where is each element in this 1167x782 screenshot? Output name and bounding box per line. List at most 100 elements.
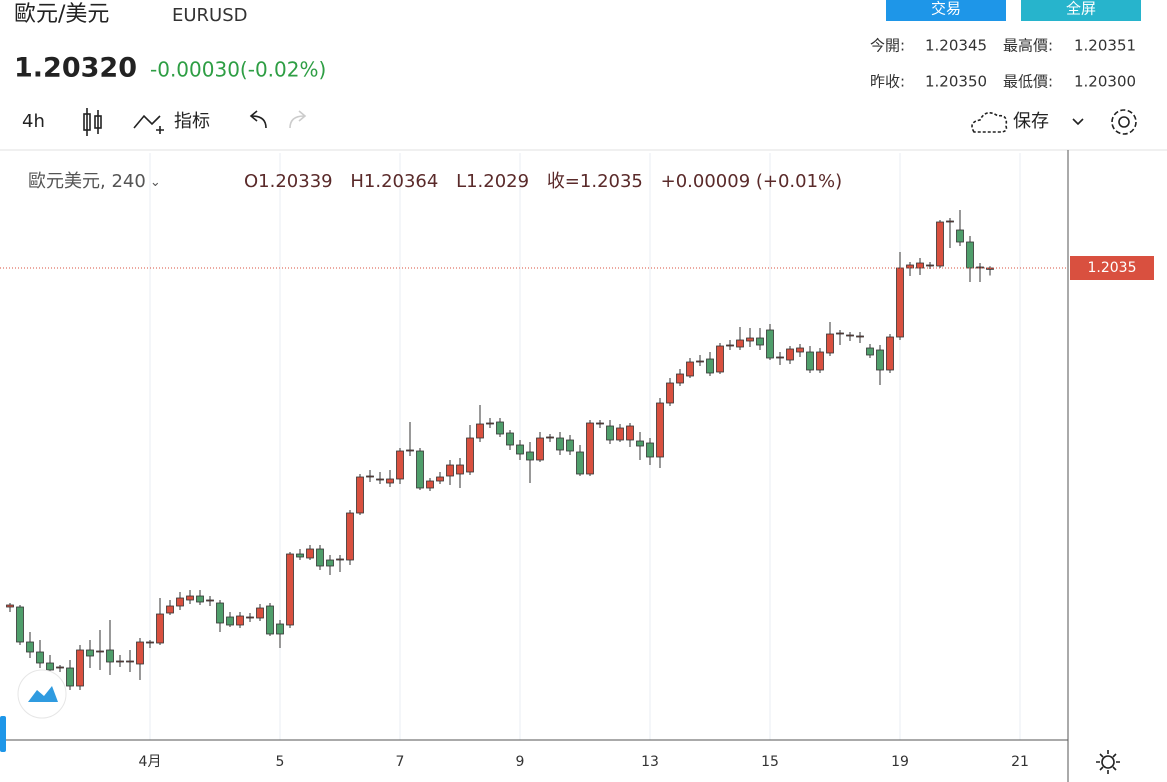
- candle-body: [426, 480, 434, 489]
- settings-icon[interactable]: [1111, 109, 1137, 135]
- candle-body: [106, 649, 114, 663]
- candle-body: [216, 602, 224, 624]
- price-change: -0.00030(-0.02%): [150, 58, 326, 82]
- x-tick-label: 21: [1011, 754, 1029, 770]
- candle-body: [536, 437, 544, 461]
- cloud-icon[interactable]: [971, 112, 1008, 133]
- legend-chevron[interactable]: ⌄: [150, 175, 161, 190]
- candle-body: [836, 332, 844, 335]
- candle-body: [46, 662, 54, 671]
- last-price: 1.20320: [14, 53, 137, 84]
- candle-body: [516, 444, 524, 455]
- candle-body: [586, 422, 594, 475]
- stat-label: 今開:: [870, 37, 905, 55]
- stat-value: 1.20350: [925, 73, 987, 91]
- candle-body: [806, 351, 814, 371]
- candle-body: [546, 436, 554, 439]
- x-tick-label: 19: [891, 754, 909, 770]
- candle-body: [66, 667, 74, 687]
- undo-icon[interactable]: [249, 110, 267, 129]
- legend-value: 1.2035: [580, 171, 643, 192]
- last-price-box: [1070, 256, 1154, 280]
- legend-label: L: [456, 171, 466, 192]
- indicators[interactable]: 指标: [174, 111, 210, 132]
- axis-settings-icon[interactable]: [1096, 750, 1120, 774]
- candle-body: [346, 512, 354, 561]
- legend-series: 歐元美元, 240: [28, 171, 146, 192]
- candle-body: [766, 329, 774, 359]
- stat-value: 1.20300: [1074, 73, 1136, 91]
- candle-body: [916, 262, 924, 269]
- trade-label[interactable]: 交易: [931, 0, 961, 18]
- side-tab[interactable]: [0, 716, 6, 752]
- stat-value: 1.20345: [925, 37, 987, 55]
- legend-value: 1.2029: [466, 171, 529, 192]
- save[interactable]: 保存: [1013, 111, 1049, 132]
- x-tick-label: 7: [396, 754, 405, 770]
- candle-body: [16, 606, 24, 643]
- candle-body: [266, 605, 274, 635]
- candle-body: [236, 615, 244, 626]
- candle-body: [116, 660, 124, 663]
- stat-value: 1.20351: [1074, 37, 1136, 55]
- candle-body: [646, 442, 654, 458]
- candle-body: [866, 347, 874, 356]
- x-tick-label: 15: [761, 754, 779, 770]
- x-tick-label: 5: [276, 754, 285, 770]
- fullscreen-label[interactable]: 全屏: [1066, 0, 1096, 18]
- candle-body: [456, 464, 464, 475]
- candle-body: [606, 425, 614, 441]
- candle-body: [226, 616, 234, 626]
- candle-body: [726, 344, 734, 347]
- indicator-icon[interactable]: [133, 114, 164, 134]
- fullscreen-button[interactable]: [1021, 0, 1141, 21]
- legend-value: 1.20364: [364, 171, 438, 192]
- x-tick-label: 13: [641, 754, 659, 770]
- last-price-label: 1.2035: [1088, 260, 1137, 276]
- redo-icon[interactable]: [289, 110, 307, 129]
- candle-body: [316, 548, 324, 567]
- candle-body: [856, 335, 864, 338]
- candle-body: [476, 423, 484, 439]
- chevron[interactable]: [1072, 118, 1084, 126]
- candle-body: [256, 607, 264, 619]
- trade-button[interactable]: [886, 0, 1006, 21]
- candle-body: [356, 476, 364, 514]
- candle-body: [36, 651, 44, 664]
- candle-body: [736, 339, 744, 348]
- candle-body: [336, 558, 344, 561]
- candle-body: [626, 425, 634, 441]
- candle-body: [686, 361, 694, 377]
- candle-body: [506, 432, 514, 446]
- logo[interactable]: [17, 669, 67, 719]
- candle-body: [306, 548, 314, 559]
- candle-body: [676, 373, 684, 384]
- interval[interactable]: 4h: [22, 111, 45, 132]
- candle-body: [176, 597, 184, 607]
- candle-body: [286, 553, 294, 626]
- legend-change: +0.00009 (+0.01%): [661, 171, 843, 192]
- candle-body: [446, 464, 454, 477]
- candle-body: [496, 421, 504, 435]
- candle-icon[interactable]: [83, 108, 102, 136]
- stat-label: 最低價:: [1003, 73, 1053, 91]
- candle-body: [936, 221, 944, 267]
- legend-value: 1.20339: [258, 171, 332, 192]
- candle-body: [976, 266, 984, 269]
- candle-body: [956, 229, 964, 243]
- candle-body: [26, 641, 34, 653]
- candle-body: [946, 220, 954, 223]
- candle-body: [616, 427, 624, 441]
- candle-body: [296, 553, 304, 558]
- candle-body: [96, 650, 104, 653]
- legend: 歐元美元, 240 ⌄ O1.20339 H1.20364 L1.2029 收=1…: [28, 171, 842, 192]
- stat-label: 最高價:: [1003, 37, 1053, 55]
- candle-body: [156, 613, 164, 644]
- candle-body: [396, 450, 404, 480]
- plot: 4月 5 7 9 13 15 19 21: [0, 153, 1068, 770]
- candle-body: [576, 451, 584, 475]
- candle-body: [126, 660, 134, 663]
- candle-body: [876, 349, 884, 371]
